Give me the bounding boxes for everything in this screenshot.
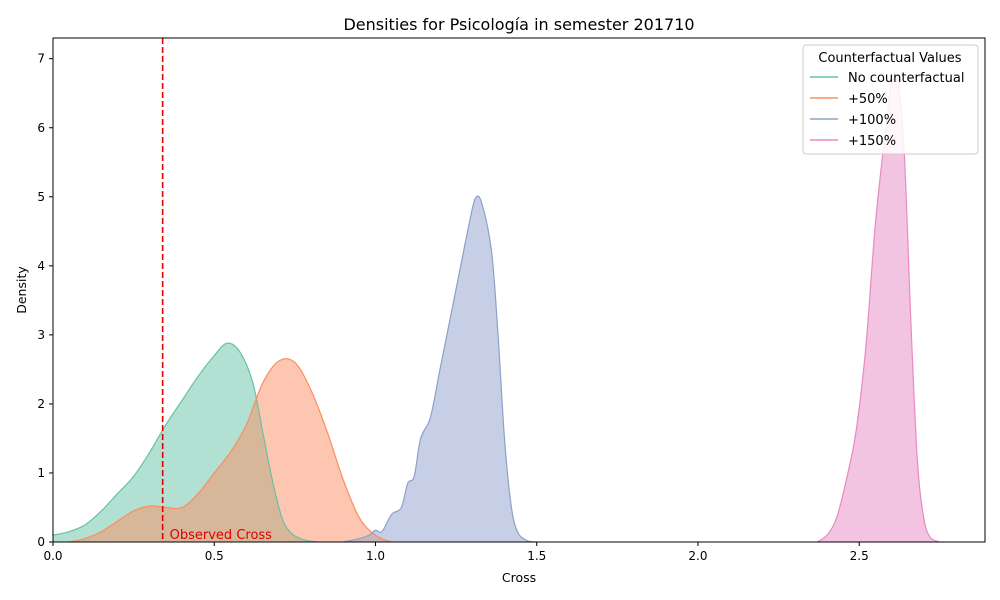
legend-label-0: No counterfactual <box>848 71 964 86</box>
legend-box <box>802 44 979 155</box>
y-tick-label: 1 <box>37 466 45 480</box>
y-tick-label: 3 <box>37 328 45 342</box>
x-tick-label: 0.5 <box>205 549 224 563</box>
density-area-series-3 <box>817 72 940 542</box>
density-line-series-0 <box>52 342 318 543</box>
x-tick-label: 2.5 <box>850 549 869 563</box>
density-area-series-1 <box>69 358 392 542</box>
y-tick-label: 6 <box>37 121 45 135</box>
observed-cross-label: Observed Cross <box>170 528 273 543</box>
density-line-series-1 <box>68 358 392 543</box>
legend-title: Counterfactual Values <box>818 51 961 66</box>
x-axis-ticks: 0.0 0.5 1.0 1.5 2.0 2.5 <box>43 542 869 563</box>
legend-label-3: +150% <box>848 134 896 149</box>
x-tick-label: 0.0 <box>43 549 62 563</box>
y-axis-ticks: 0 1 2 3 4 5 6 7 <box>37 52 53 549</box>
x-tick-label: 2.0 <box>688 549 707 563</box>
legend-items: No counterfactual +50% +100% +150% <box>810 71 964 149</box>
legend-label-2: +100% <box>848 113 896 128</box>
chart-title: Densities for Psicología in semester 201… <box>343 15 694 34</box>
legend: Counterfactual Values No counterfactual +… <box>802 44 979 155</box>
y-tick-label: 0 <box>37 535 45 549</box>
y-axis-title: Density <box>14 266 29 314</box>
x-tick-label: 1.0 <box>366 549 385 563</box>
annotation-layer: Observed Cross <box>161 38 273 543</box>
y-tick-label: 5 <box>37 190 45 204</box>
density-line-series-2 <box>343 195 537 543</box>
density-area-series-2 <box>343 196 537 542</box>
y-tick-label: 4 <box>37 259 45 273</box>
y-tick-label: 7 <box>37 52 45 66</box>
legend-label-1: +50% <box>848 92 888 107</box>
x-axis-title: Cross <box>502 570 536 585</box>
y-tick-label: 2 <box>37 397 45 411</box>
plot-frame <box>52 37 986 543</box>
x-tick-label: 1.5 <box>527 549 546 563</box>
